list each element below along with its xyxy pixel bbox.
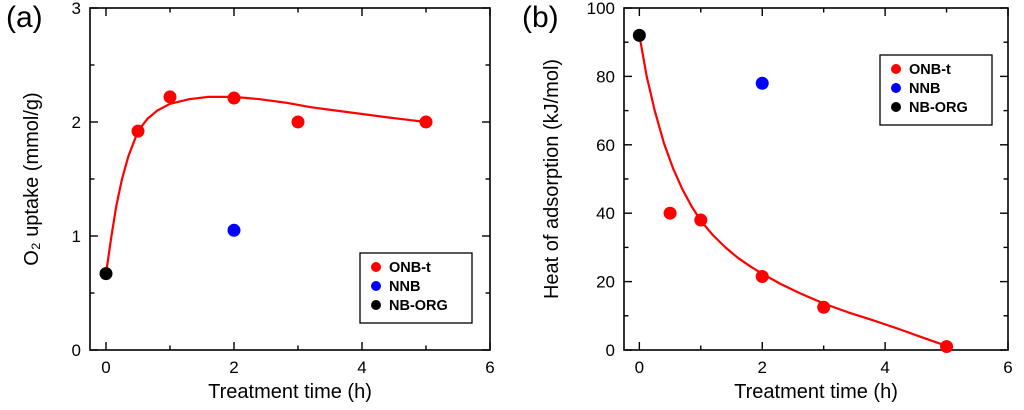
data-point-NB-ORG [632, 28, 646, 42]
legend-marker-NB-ORG [891, 102, 901, 112]
x-tick-label: 6 [1003, 358, 1012, 377]
y-tick-label: 2 [72, 113, 81, 132]
legend-marker-NNB [371, 281, 381, 291]
y-tick-label: 20 [596, 273, 615, 292]
legend-label-NB-ORG: NB-ORG [389, 298, 448, 314]
legend-marker-NB-ORG [371, 300, 381, 310]
x-axis-label: Treatment time (h) [208, 381, 372, 403]
panel-a: (a) 0 2 4 6 0 1 2 3 Treatment time (h) O₂ uptake … [6, 0, 495, 403]
y-tick-label: 100 [587, 0, 615, 18]
y-tick-label: 3 [72, 0, 81, 18]
x-tick-label: 2 [758, 358, 767, 377]
y-axis-label: O₂ uptake (mmol/g) [21, 92, 43, 265]
data-point-NNB [755, 76, 769, 90]
data-point-ONB-t [131, 124, 145, 138]
legend-label-ONB-t: ONB-t [389, 260, 431, 276]
legend-marker-ONB-t [371, 262, 381, 272]
x-tick-label: 6 [485, 358, 494, 377]
data-point-ONB-t [163, 90, 177, 104]
data-point-ONB-t [817, 300, 831, 314]
y-axis-label: Heat of adsorption (kJ/mol) [541, 59, 563, 299]
data-point-ONB-t [227, 91, 241, 105]
y-tick-label: 0 [72, 341, 81, 360]
legend-label-NNB: NNB [389, 279, 420, 295]
legend-label-ONB-t: ONB-t [909, 62, 951, 78]
y-tick-label: 1 [72, 227, 81, 246]
x-tick-label: 4 [357, 358, 366, 377]
panel-a-label: (a) [6, 1, 43, 34]
y-tick-label: 40 [596, 204, 615, 223]
x-tick-label: 0 [101, 358, 110, 377]
data-point-ONB-t [419, 115, 433, 129]
legend-label-NNB: NNB [909, 81, 940, 97]
data-point-ONB-t [755, 269, 769, 283]
legend-marker-NNB [891, 83, 901, 93]
x-tick-label: 2 [229, 358, 238, 377]
data-point-ONB-t [291, 115, 305, 129]
x-tick-label: 0 [635, 358, 644, 377]
panel-b-label: (b) [522, 1, 559, 34]
data-point-ONB-t [663, 206, 677, 220]
y-tick-label: 0 [606, 341, 615, 360]
x-axis-label: Treatment time (h) [734, 381, 898, 403]
data-point-NB-ORG [99, 267, 113, 281]
fit-curve [104, 95, 428, 275]
fit-curve [638, 34, 948, 347]
data-point-ONB-t [940, 340, 954, 354]
x-tick-label: 4 [880, 358, 889, 377]
legend-marker-ONB-t [891, 64, 901, 74]
data-point-ONB-t [694, 213, 708, 227]
y-tick-label: 80 [596, 67, 615, 86]
legend-label-NB-ORG: NB-ORG [909, 100, 968, 116]
data-point-NNB [227, 223, 241, 237]
y-tick-label: 60 [596, 136, 615, 155]
panel-a-plot: 0 2 4 6 0 1 2 3 Treatment time (h) O₂ uptake (mmo… [21, 0, 495, 403]
panel-b: (b) 0 2 4 6 0 20 40 60 80 100 Treatment time (h) He… [512, 0, 1024, 410]
